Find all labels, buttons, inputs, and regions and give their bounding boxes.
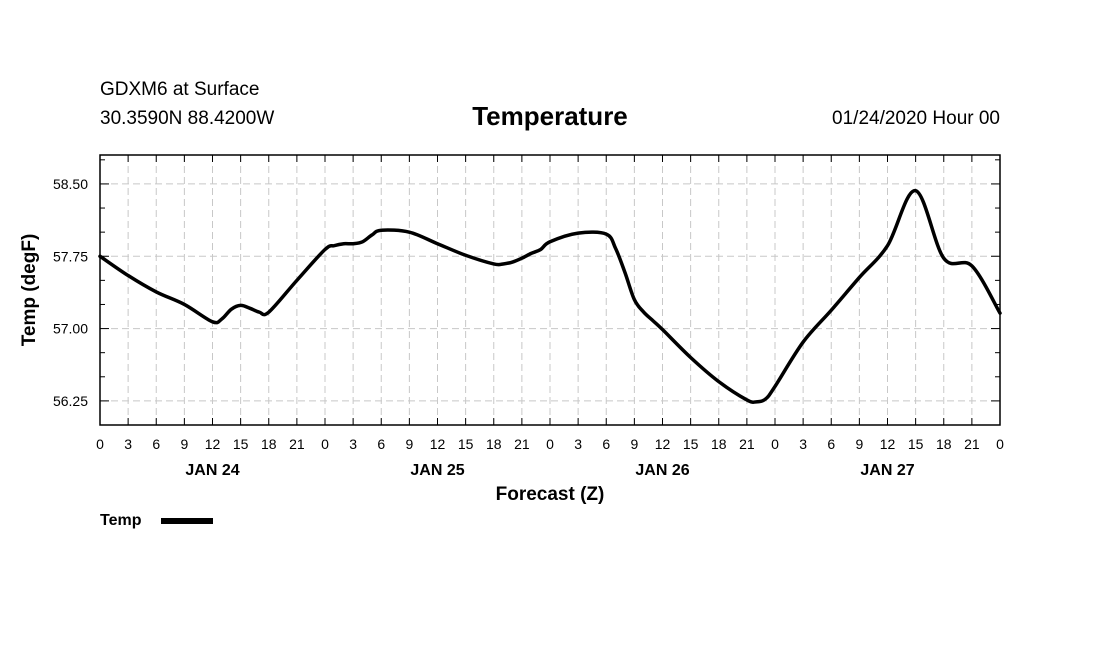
x-tick-label: 12 [430, 436, 446, 452]
x-tick-label: 21 [739, 436, 755, 452]
x-tick-label: 18 [486, 436, 502, 452]
x-tick-label: 3 [124, 436, 132, 452]
y-axis-title: Temp (degF) [19, 234, 40, 347]
plot-frame [99, 154, 1001, 426]
x-tick-label: 0 [96, 436, 104, 452]
x-tick-label: 6 [827, 436, 835, 452]
y-tick-label: 57.75 [53, 248, 88, 264]
x-tick-label: 18 [261, 436, 277, 452]
x-tick-label: 0 [321, 436, 329, 452]
x-tick-label: 21 [289, 436, 305, 452]
run-time-label: 01/24/2020 Hour 00 [832, 108, 1000, 129]
x-tick-label: 6 [377, 436, 385, 452]
day-labels: JAN 24 JAN 25 JAN 26 JAN 27 [185, 462, 914, 479]
legend: Temp [100, 512, 213, 529]
x-tick-labels: 0 3 6 9 12 15 18 21 0 3 6 9 12 15 18 21 0 3 6 9 12 15 18 21 0 3 6 9… [96, 436, 1004, 452]
x-tick-label: 18 [711, 436, 727, 452]
day-label: JAN 24 [185, 462, 239, 479]
axis-ticks [99, 155, 1001, 426]
grid-lines [100, 155, 1000, 425]
x-tick-label: 9 [855, 436, 863, 452]
station-label: GDXM6 at Surface [100, 79, 259, 100]
y-tick-label: 57.00 [53, 321, 88, 337]
x-tick-label: 3 [574, 436, 582, 452]
day-label: JAN 26 [635, 462, 689, 479]
x-tick-label: 12 [205, 436, 221, 452]
temp-series-line [98, 188, 1002, 404]
x-tick-label: 21 [964, 436, 980, 452]
y-tick-label: 56.25 [53, 393, 88, 409]
x-axis-title: Forecast (Z) [496, 484, 605, 505]
x-tick-label: 18 [936, 436, 952, 452]
legend-label: Temp [100, 512, 142, 529]
x-tick-label: 15 [908, 436, 924, 452]
coordinates-label: 30.3590N 88.4200W [100, 108, 274, 129]
day-label: JAN 27 [860, 462, 914, 479]
x-tick-label: 12 [655, 436, 671, 452]
chart-title: Temperature [472, 101, 628, 131]
x-tick-label: 6 [152, 436, 160, 452]
x-tick-label: 9 [630, 436, 638, 452]
x-tick-label: 0 [996, 436, 1004, 452]
x-tick-label: 12 [880, 436, 896, 452]
x-tick-label: 3 [349, 436, 357, 452]
y-tick-label: 58.50 [53, 176, 88, 192]
x-tick-label: 15 [233, 436, 249, 452]
x-tick-label: 3 [799, 436, 807, 452]
y-tick-labels: 56.25 57.00 57.75 58.50 [53, 176, 88, 409]
x-tick-label: 15 [458, 436, 474, 452]
day-label: JAN 25 [410, 462, 464, 479]
x-tick-label: 21 [514, 436, 530, 452]
x-tick-label: 0 [771, 436, 779, 452]
x-tick-label: 6 [602, 436, 610, 452]
x-tick-label: 0 [546, 436, 554, 452]
x-tick-label: 9 [405, 436, 413, 452]
x-tick-label: 15 [683, 436, 699, 452]
x-tick-label: 9 [180, 436, 188, 452]
